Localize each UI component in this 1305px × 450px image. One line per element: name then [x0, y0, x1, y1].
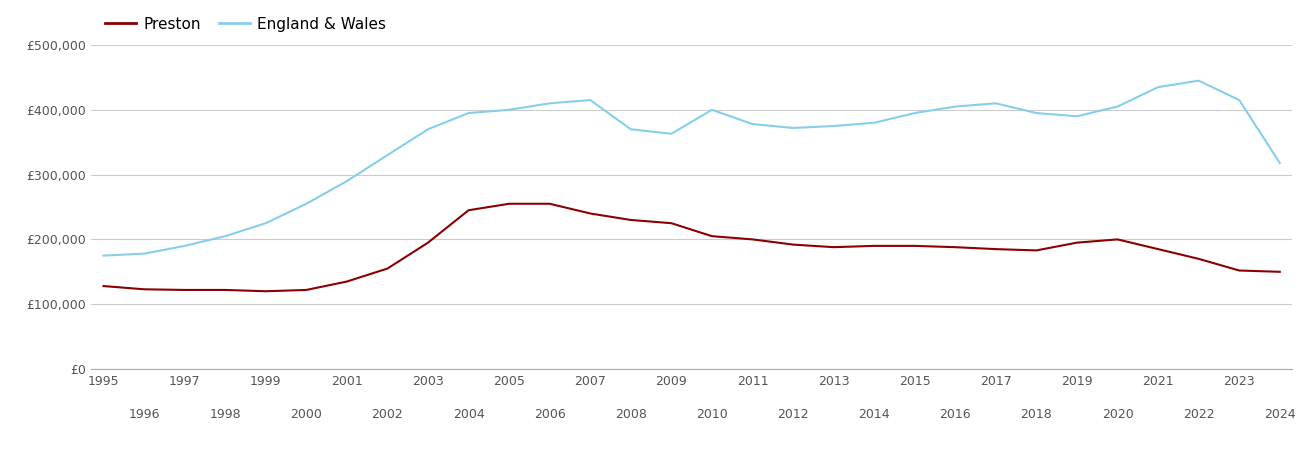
Legend: Preston, England & Wales: Preston, England & Wales [99, 10, 393, 38]
Line: Preston: Preston [103, 204, 1280, 291]
Preston [826, 244, 842, 250]
Preston [1232, 268, 1248, 273]
Text: 2012: 2012 [778, 408, 809, 421]
Text: 2000: 2000 [291, 408, 322, 421]
Text: 2024: 2024 [1265, 408, 1296, 421]
England & Wales [786, 125, 801, 130]
Text: 1998: 1998 [209, 408, 241, 421]
Preston [218, 287, 234, 292]
Preston [1028, 248, 1044, 253]
England & Wales [663, 131, 679, 136]
England & Wales [461, 110, 476, 116]
Text: 2008: 2008 [615, 408, 647, 421]
Text: 2010: 2010 [696, 408, 728, 421]
Preston [1191, 256, 1207, 261]
England & Wales [826, 123, 842, 129]
Preston [1069, 240, 1084, 245]
Preston [786, 242, 801, 248]
Preston [663, 220, 679, 226]
Preston [95, 284, 111, 289]
England & Wales [947, 104, 963, 109]
Preston [907, 243, 923, 248]
Preston [420, 240, 436, 245]
Preston [461, 207, 476, 213]
England & Wales [907, 110, 923, 116]
Preston [136, 287, 151, 292]
Preston [299, 287, 315, 292]
Preston [542, 201, 557, 207]
England & Wales [176, 243, 192, 248]
Preston [1272, 269, 1288, 274]
England & Wales [420, 126, 436, 132]
Preston [705, 234, 720, 239]
England & Wales [299, 201, 315, 207]
England & Wales [339, 178, 355, 184]
Text: 2020: 2020 [1101, 408, 1134, 421]
Preston [582, 211, 598, 216]
Text: 2002: 2002 [372, 408, 403, 421]
Preston [380, 266, 395, 271]
England & Wales [622, 126, 638, 132]
England & Wales [705, 107, 720, 112]
Text: 2018: 2018 [1021, 408, 1052, 421]
England & Wales [542, 101, 557, 106]
England & Wales [95, 253, 111, 258]
Text: 2004: 2004 [453, 408, 484, 421]
Preston [988, 247, 1004, 252]
Preston [176, 287, 192, 292]
Preston [947, 244, 963, 250]
Text: 2022: 2022 [1182, 408, 1215, 421]
England & Wales [136, 251, 151, 256]
Text: 2006: 2006 [534, 408, 565, 421]
England & Wales [582, 97, 598, 103]
Preston [745, 237, 761, 242]
Line: England & Wales: England & Wales [103, 81, 1280, 256]
England & Wales [1191, 78, 1207, 83]
England & Wales [218, 234, 234, 239]
England & Wales [1232, 97, 1248, 103]
England & Wales [258, 220, 274, 226]
England & Wales [867, 120, 882, 126]
England & Wales [1150, 85, 1165, 90]
England & Wales [1069, 113, 1084, 119]
Preston [258, 288, 274, 294]
Preston [339, 279, 355, 284]
Preston [622, 217, 638, 223]
Preston [867, 243, 882, 248]
England & Wales [1109, 104, 1125, 109]
England & Wales [1028, 110, 1044, 116]
Preston [1150, 247, 1165, 252]
England & Wales [380, 153, 395, 158]
Preston [1109, 237, 1125, 242]
England & Wales [988, 101, 1004, 106]
England & Wales [745, 122, 761, 127]
Preston [501, 201, 517, 207]
Text: 2016: 2016 [940, 408, 971, 421]
England & Wales [501, 107, 517, 112]
Text: 2014: 2014 [859, 408, 890, 421]
England & Wales [1272, 160, 1288, 166]
Text: 1996: 1996 [128, 408, 159, 421]
